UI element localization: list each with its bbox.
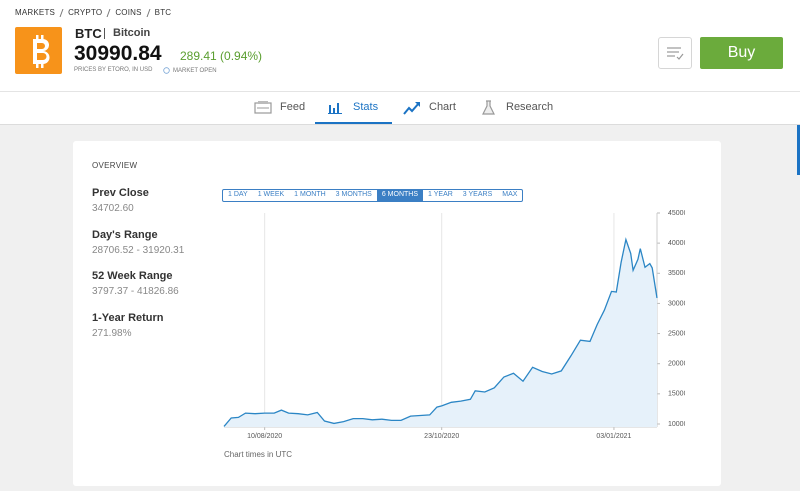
breadcrumb-item[interactable]: COINS: [115, 8, 142, 17]
market-status: MARKET OPEN: [163, 67, 217, 74]
stat-label: Day's Range: [92, 228, 158, 241]
area: [224, 239, 657, 427]
price-change: 289.41 (0.94%): [180, 49, 263, 63]
tab[interactable]: Stats: [315, 92, 393, 124]
tab[interactable]: Chart: [403, 92, 456, 122]
range-button[interactable]: 1 WEEK: [257, 191, 285, 198]
market-status-text: MARKET OPEN: [173, 67, 217, 74]
y-tick-label: 15000.00: [668, 391, 685, 398]
symbol: BTC: [75, 26, 102, 41]
clock-icon: [163, 67, 170, 74]
range-button[interactable]: 1 YEAR: [428, 191, 453, 198]
range-button[interactable]: 3 MONTHS: [335, 191, 372, 198]
breadcrumb-item: BTC: [154, 8, 172, 17]
tab-icon: [482, 99, 495, 115]
tab[interactable]: Research: [480, 92, 553, 122]
tab-icon: [328, 102, 342, 114]
stat-value: 3797.37 - 41826.86: [92, 286, 179, 297]
divider: [104, 28, 105, 39]
y-tick-label: 45000.00: [668, 210, 685, 217]
coin-name: Bitcoin: [113, 27, 151, 39]
y-tick-label: 40000.00: [668, 240, 685, 247]
y-tick-label: 35000.00: [668, 270, 685, 277]
line: [223, 237, 658, 427]
range-button[interactable]: 6 MONTHS: [376, 190, 424, 201]
tab-bar: Feed Stats Chart Research: [0, 91, 800, 125]
stat-label: 52 Week Range: [92, 270, 173, 282]
stat-label: 1-Year Return: [92, 311, 164, 324]
coin-logo: [15, 27, 62, 74]
buy-button[interactable]: Buy: [700, 37, 783, 69]
price-note: PRICES BY ETORO, IN USD: [74, 67, 153, 73]
tab-icon: [403, 101, 420, 115]
range-button[interactable]: 3 YEARS: [462, 191, 493, 198]
x-tick-label: 03/01/2021: [596, 433, 631, 440]
tab[interactable]: Feed: [254, 92, 305, 122]
stat-value: 271.98%: [92, 327, 132, 339]
range-selector: 1 DAY 1 WEEK 1 MONTH 3 MONTHS 6 MONTHS 1 YEAR…: [222, 189, 524, 202]
separator: [146, 8, 151, 17]
stat-value: 28706.52 - 31920.31: [92, 244, 185, 256]
list-icon: [667, 47, 684, 60]
stat-value: 34702.60: [92, 203, 134, 214]
tab-label: Chart: [429, 101, 456, 113]
y-tick-label: 10000.00: [668, 421, 685, 428]
stat-label: Prev Close: [92, 187, 149, 199]
section-title: OVERVIEW: [92, 161, 138, 170]
tab-icon: [254, 100, 272, 114]
x-tick-label: 23/10/2020: [424, 433, 459, 440]
tab-label: Stats: [353, 101, 379, 113]
separator: [106, 8, 111, 17]
x-tick-label: 10/08/2020: [247, 433, 282, 440]
range-button[interactable]: 1 MONTH: [294, 191, 326, 198]
breadcrumb-item[interactable]: MARKETS: [15, 8, 56, 17]
y-tick-label: 25000.00: [668, 330, 685, 337]
breadcrumb-item[interactable]: CRYPTO: [68, 8, 103, 17]
scrollbar[interactable]: [797, 125, 800, 175]
range-button[interactable]: 1 DAY: [228, 191, 248, 198]
watchlist-button[interactable]: [658, 37, 692, 69]
tab-label: Research: [506, 101, 554, 113]
chart-note: Chart times in UTC: [224, 450, 293, 459]
breadcrumb: MARKETS CRYPTO COINS BTC: [15, 8, 171, 17]
y-tick-label: 30000.00: [668, 300, 685, 307]
separator: [59, 8, 64, 17]
y-tick-label: 20000.00: [668, 361, 685, 368]
range-button[interactable]: MAX: [502, 191, 518, 198]
chart: 10/08/2020 23/10/2020 03/01/2021 10000.00 15…: [223, 210, 685, 440]
price: 30990.84: [74, 42, 162, 65]
tab-label: Feed: [280, 101, 306, 113]
